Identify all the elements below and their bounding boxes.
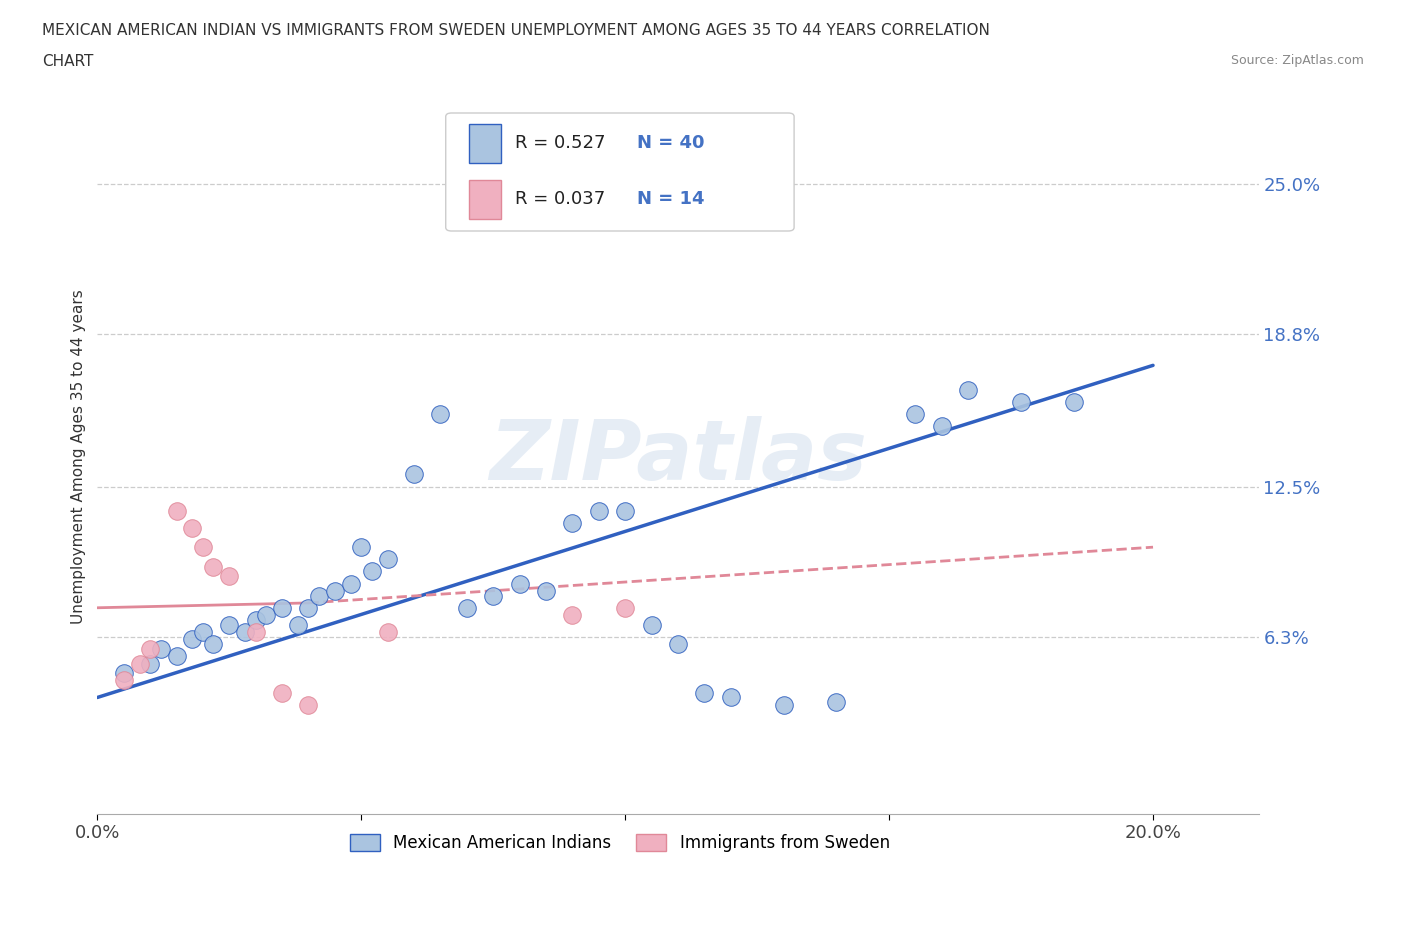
Point [482,588,505,603]
Text: N = 14: N = 14 [637,190,704,208]
Point [666,637,689,652]
Point [377,551,399,566]
Point [534,583,557,598]
Point [1010,394,1032,409]
Point [254,607,277,622]
Point [772,698,794,712]
Point [271,601,294,616]
Point [166,649,188,664]
Point [139,656,162,671]
Point [202,559,225,574]
Point [191,539,214,554]
Point [456,601,478,616]
Text: R = 0.527: R = 0.527 [516,135,606,153]
Point [287,618,309,632]
Point [429,406,451,421]
FancyBboxPatch shape [470,179,502,219]
Point [957,382,980,397]
Text: MEXICAN AMERICAN INDIAN VS IMMIGRANTS FROM SWEDEN UNEMPLOYMENT AMONG AGES 35 TO : MEXICAN AMERICAN INDIAN VS IMMIGRANTS FR… [42,23,990,38]
Point [825,695,848,710]
Point [614,503,637,518]
Point [166,503,188,518]
Point [588,503,610,518]
Point [350,539,373,554]
Point [297,698,319,712]
Point [149,642,172,657]
Point [218,618,240,632]
Point [218,569,240,584]
Text: R = 0.037: R = 0.037 [516,190,606,208]
Point [233,625,256,640]
Point [181,521,204,536]
Point [245,625,267,640]
Point [271,685,294,700]
Point [614,601,637,616]
Point [1063,394,1085,409]
Point [245,613,267,628]
Point [339,576,361,591]
Point [377,625,399,640]
Point [181,631,204,646]
FancyBboxPatch shape [446,113,794,231]
Legend: Mexican American Indians, Immigrants from Sweden: Mexican American Indians, Immigrants fro… [343,828,897,859]
Point [202,637,225,652]
Point [509,576,531,591]
Y-axis label: Unemployment Among Ages 35 to 44 years: Unemployment Among Ages 35 to 44 years [72,289,86,624]
Point [323,583,346,598]
Point [191,625,214,640]
Point [297,601,319,616]
Point [402,467,425,482]
Point [308,588,330,603]
FancyBboxPatch shape [470,124,502,163]
Point [360,564,382,578]
Point [112,666,135,681]
Point [561,515,583,530]
Point [720,690,742,705]
Point [931,418,953,433]
Point [693,685,716,700]
Point [561,607,583,622]
Text: N = 40: N = 40 [637,135,704,153]
Point [640,618,662,632]
Text: ZIPatlas: ZIPatlas [489,416,868,497]
Point [139,642,162,657]
Text: CHART: CHART [42,54,94,69]
Point [112,673,135,688]
Point [904,406,927,421]
Text: Source: ZipAtlas.com: Source: ZipAtlas.com [1230,54,1364,67]
Point [128,656,150,671]
